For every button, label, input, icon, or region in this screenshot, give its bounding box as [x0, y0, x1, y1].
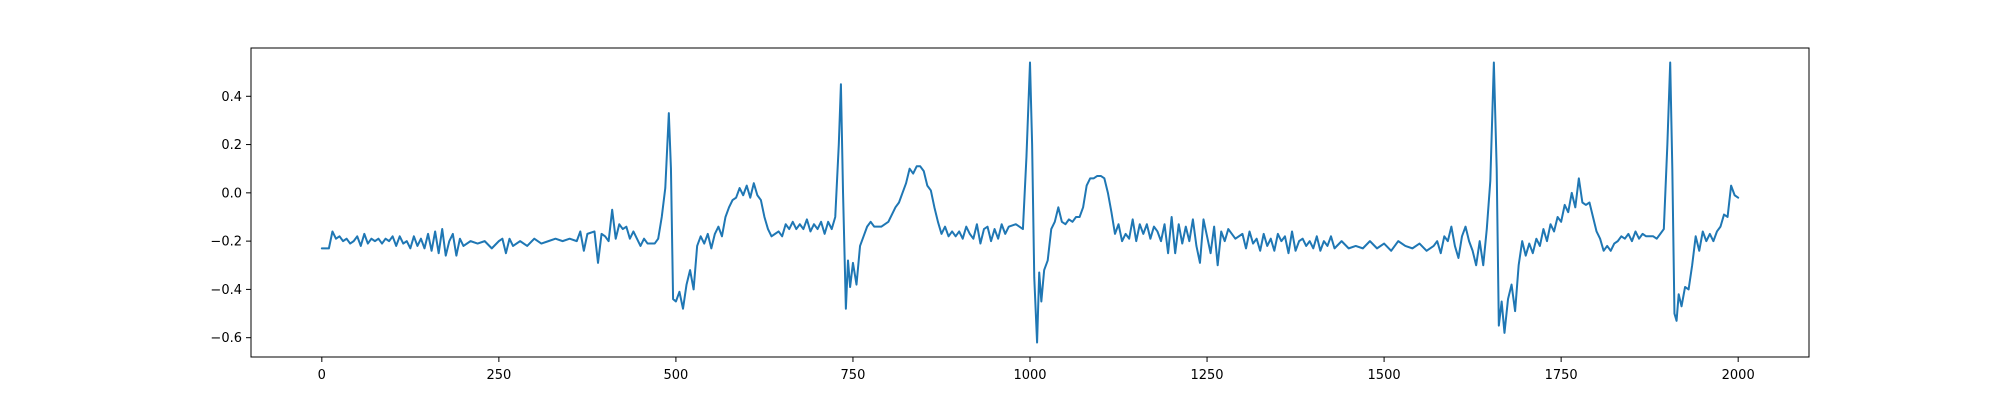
x-tick-label: 2000	[1722, 368, 1755, 383]
y-tick-label: −0.4	[210, 283, 242, 298]
series-layer	[320, 61, 1740, 344]
series-line	[320, 61, 1740, 344]
y-tick-label: 0.0	[221, 186, 242, 201]
x-tick-label: 1750	[1545, 368, 1578, 383]
x-tick-label: 0	[318, 368, 326, 383]
x-tick-label: 1250	[1190, 368, 1223, 383]
x-tick-label: 250	[486, 368, 511, 383]
y-axis: −0.6 −0.4 −0.2 0.0 0.2 0.4	[210, 90, 251, 346]
x-axis: 0 250 500 750 1000 1250 1500 1750 2000	[318, 357, 1755, 383]
x-tick-label: 750	[841, 368, 866, 383]
x-tick-label: 1000	[1013, 368, 1046, 383]
x-tick-label: 500	[663, 368, 688, 383]
y-tick-label: −0.6	[210, 331, 242, 346]
x-tick-label: 1500	[1368, 368, 1401, 383]
y-tick-label: 0.2	[221, 138, 242, 153]
y-tick-label: −0.2	[210, 235, 242, 250]
y-tick-label: 0.4	[221, 90, 242, 105]
